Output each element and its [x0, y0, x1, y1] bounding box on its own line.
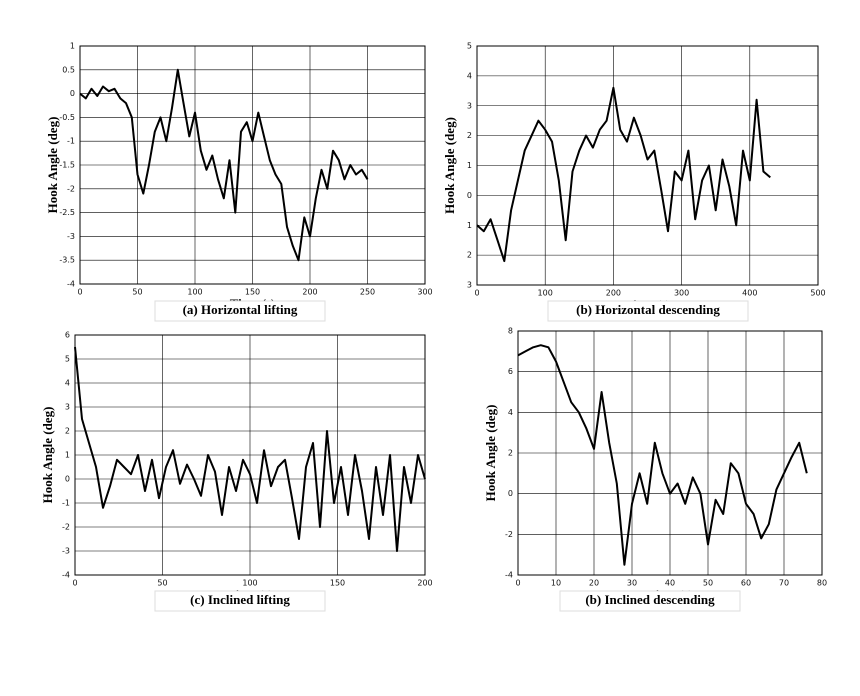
y-tick-label: 5 [65, 355, 70, 364]
caption-box [559, 590, 741, 612]
y-tick-label: 0 [65, 475, 70, 484]
y-axis-label: Hook Angle (deg) [442, 117, 457, 214]
y-tick-label: 4 [508, 408, 513, 417]
y-tick-label: -3 [62, 547, 70, 556]
y-tick-label: -2 [62, 523, 70, 532]
y-tick-label: -1.5 [59, 161, 75, 170]
y-tick-label: 3 [467, 101, 472, 110]
x-tick-label: 50 [157, 579, 167, 588]
y-tick-label: 6 [65, 331, 70, 340]
y-tick-label: 1 [467, 221, 472, 230]
y-tick-label: 2 [467, 251, 472, 260]
y-tick-label: 2 [467, 131, 472, 140]
y-axis-label: Hook Angle (deg) [45, 117, 60, 214]
x-tick-label: 100 [242, 579, 257, 588]
caption: (c) Inclined lifting [190, 592, 290, 607]
x-tick-label: 20 [589, 579, 599, 588]
x-tick-label: 200 [417, 579, 432, 588]
y-tick-label: 4 [467, 71, 472, 80]
y-tick-label: -2.5 [59, 208, 75, 217]
x-tick-label: 30 [627, 579, 637, 588]
x-tick-label: 50 [703, 579, 713, 588]
y-tick-label: -1 [62, 499, 70, 508]
x-tick-label: 100 [187, 288, 202, 297]
y-tick-label: 8 [508, 327, 513, 336]
y-tick-label: -3.5 [59, 256, 75, 265]
y-axis-label: Hook Angle (deg) [483, 405, 498, 502]
y-tick-label: 5 [467, 42, 472, 51]
x-tick-label: 500 [810, 289, 825, 298]
plot-frame [79, 45, 426, 285]
caption-box [547, 300, 749, 322]
y-tick-label: 2 [508, 449, 513, 458]
y-tick-label: -2 [505, 530, 513, 539]
x-tick-label: 200 [302, 288, 317, 297]
x-tick-label: 60 [741, 579, 751, 588]
y-tick-label: 0 [508, 489, 513, 498]
caption: (b) Inclined descending [585, 592, 715, 607]
x-tick-label: 40 [665, 579, 675, 588]
data-line [476, 86, 771, 263]
y-tick-label: 1 [65, 451, 70, 460]
y-tick-label: 3 [65, 403, 70, 412]
y-axis-label: Hook Angle (deg) [40, 407, 55, 504]
x-tick-label: 150 [245, 288, 260, 297]
x-tick-label: 200 [606, 289, 621, 298]
x-tick-label: 70 [779, 579, 789, 588]
y-tick-label: -0.5 [59, 113, 75, 122]
x-tick-label: 400 [742, 289, 757, 298]
y-tick-label: -4 [67, 280, 75, 289]
caption-box [154, 300, 326, 322]
x-tick-label: 300 [674, 289, 689, 298]
x-tick-label: 50 [132, 288, 142, 297]
y-tick-label: 0 [70, 89, 75, 98]
caption-box [154, 590, 326, 612]
x-tick-label: 300 [417, 288, 432, 297]
x-tick-label: 10 [551, 579, 561, 588]
plot-frame [74, 334, 426, 576]
y-tick-label: -4 [505, 571, 513, 580]
y-tick-label: -4 [62, 571, 70, 580]
caption: (b) Horizontal descending [576, 302, 720, 317]
x-tick-label: 0 [474, 289, 479, 298]
y-tick-label: 1 [70, 42, 75, 51]
y-tick-label: 6 [508, 367, 513, 376]
data-line [74, 346, 426, 552]
y-tick-label: 0 [467, 191, 472, 200]
plot-frame [476, 45, 819, 286]
y-tick-label: 0.5 [62, 65, 75, 74]
y-tick-label: 1 [467, 161, 472, 170]
caption: (a) Horizontal lifting [183, 302, 298, 317]
y-tick-label: -2 [67, 184, 75, 193]
data-line [79, 68, 369, 262]
x-tick-label: 250 [360, 288, 375, 297]
plot-frame [517, 330, 823, 576]
x-tick-label: 0 [77, 288, 82, 297]
x-tick-label: 100 [538, 289, 553, 298]
x-tick-label: 0 [515, 579, 520, 588]
y-tick-label: 2 [65, 427, 70, 436]
y-tick-label: -1 [67, 137, 75, 146]
data-line [517, 344, 808, 566]
y-tick-label: 4 [65, 379, 70, 388]
x-tick-label: 150 [330, 579, 345, 588]
y-tick-label: -3 [67, 232, 75, 241]
x-tick-label: 80 [817, 579, 827, 588]
y-tick-label: 3 [467, 281, 472, 290]
x-tick-label: 0 [72, 579, 77, 588]
